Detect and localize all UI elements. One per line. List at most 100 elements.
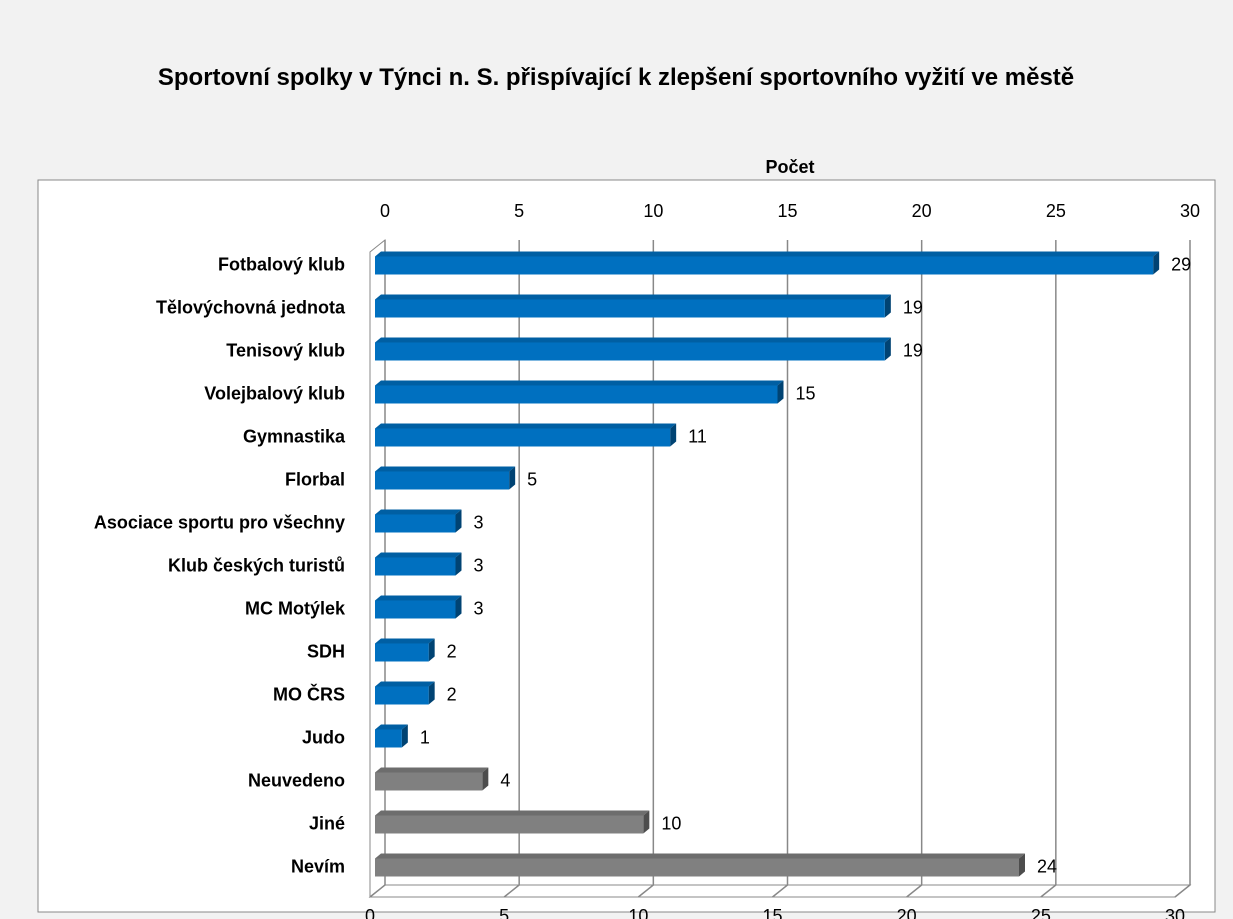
bar-face — [375, 557, 456, 576]
value-label: 19 — [903, 297, 923, 317]
bar — [375, 853, 1025, 877]
bar-face — [428, 638, 435, 662]
x-tick-label: 0 — [365, 906, 375, 919]
bar-face — [375, 471, 510, 490]
bar-face — [643, 810, 650, 834]
bar — [375, 767, 489, 791]
y-tick-label: Judo — [302, 727, 345, 747]
bar — [375, 724, 408, 748]
bar — [375, 681, 435, 705]
bar-face — [375, 600, 456, 619]
value-label: 10 — [661, 813, 681, 833]
bar — [375, 423, 677, 447]
grid-line — [1040, 240, 1057, 898]
value-label: 2 — [447, 641, 457, 661]
y-tick-label: Florbal — [285, 469, 345, 489]
bar-face — [509, 466, 516, 490]
bar — [375, 337, 891, 361]
y-tick-label: Tenisový klub — [226, 340, 345, 360]
x-tick-label: 30 — [1180, 201, 1200, 221]
x-tick-label: 20 — [912, 201, 932, 221]
bar-face — [375, 514, 456, 533]
value-label: 1 — [420, 727, 430, 747]
bar-face — [375, 337, 891, 343]
value-label: 5 — [527, 469, 537, 489]
x-tick-label: 20 — [897, 906, 917, 919]
bar-face — [455, 595, 462, 619]
bar-face — [375, 256, 1154, 275]
value-label: 3 — [474, 512, 484, 532]
x-tick-label: 0 — [380, 201, 390, 221]
bar-face — [375, 251, 1160, 257]
bar — [375, 294, 891, 318]
bar-face — [375, 509, 462, 515]
value-label: 11 — [688, 426, 707, 446]
axis-title: Počet — [765, 157, 814, 177]
x-tick-label: 5 — [499, 906, 509, 919]
bar-face — [375, 681, 435, 687]
x-tick-label: 10 — [643, 201, 663, 221]
bar-face — [375, 686, 429, 705]
bar-face — [884, 294, 891, 318]
x-tick-label: 5 — [514, 201, 524, 221]
bar — [375, 552, 462, 576]
y-tick-label: SDH — [307, 641, 345, 661]
y-tick-label: Neuvedeno — [248, 770, 345, 790]
grid-line — [503, 240, 520, 898]
bar-face — [375, 810, 650, 816]
value-label: 3 — [474, 555, 484, 575]
bar — [375, 466, 516, 490]
value-label: 3 — [474, 598, 484, 618]
bar-face — [670, 423, 677, 447]
chart-title: Sportovní spolky v Týnci n. S. přispívaj… — [157, 64, 1075, 91]
bar-face — [375, 858, 1019, 877]
bar-face — [375, 423, 677, 429]
value-label: 19 — [903, 340, 923, 360]
bar — [375, 509, 462, 533]
value-label: 2 — [447, 684, 457, 704]
y-tick-label: MO ČRS — [273, 683, 345, 704]
value-label: 4 — [500, 770, 510, 790]
y-tick-label: Gymnastika — [243, 426, 346, 446]
bar-face — [884, 337, 891, 361]
y-tick-label: Fotbalový klub — [218, 254, 345, 274]
x-tick-label: 15 — [777, 201, 797, 221]
bar-face — [455, 509, 462, 533]
bar-face — [375, 815, 644, 834]
bar — [375, 595, 462, 619]
bar-face — [455, 552, 462, 576]
bar-face — [375, 385, 778, 404]
bar — [375, 810, 650, 834]
grid-line — [1174, 240, 1191, 898]
bar-face — [777, 380, 784, 404]
y-tick-label: Volejbalový klub — [204, 383, 345, 403]
y-tick-label: Tělovýchovná jednota — [156, 297, 346, 317]
bar-face — [375, 772, 483, 791]
bar-face — [375, 643, 429, 662]
plot-frame — [37, 179, 1216, 913]
y-tick-label: Nevím — [291, 856, 345, 876]
bar — [375, 380, 784, 404]
bar-face — [375, 767, 489, 773]
bar-face — [375, 595, 462, 601]
value-label: 29 — [1171, 254, 1191, 274]
bar-face — [1019, 853, 1025, 877]
bar — [375, 638, 435, 662]
grid-line — [369, 240, 386, 898]
bar-face — [375, 724, 408, 730]
y-tick-label: MC Motýlek — [245, 598, 346, 618]
bar-face — [375, 638, 435, 644]
x-tick-label: 10 — [628, 906, 648, 919]
value-label: 15 — [796, 383, 816, 403]
bar — [375, 251, 1160, 275]
bar-face — [428, 681, 435, 705]
bar-face — [375, 853, 1025, 859]
bar-face — [375, 552, 462, 558]
bar-face — [375, 380, 784, 386]
bar-face — [375, 466, 516, 472]
y-tick-label: Asociace sportu pro všechny — [94, 512, 345, 532]
grid-line — [637, 240, 655, 898]
grid-line — [906, 240, 923, 898]
